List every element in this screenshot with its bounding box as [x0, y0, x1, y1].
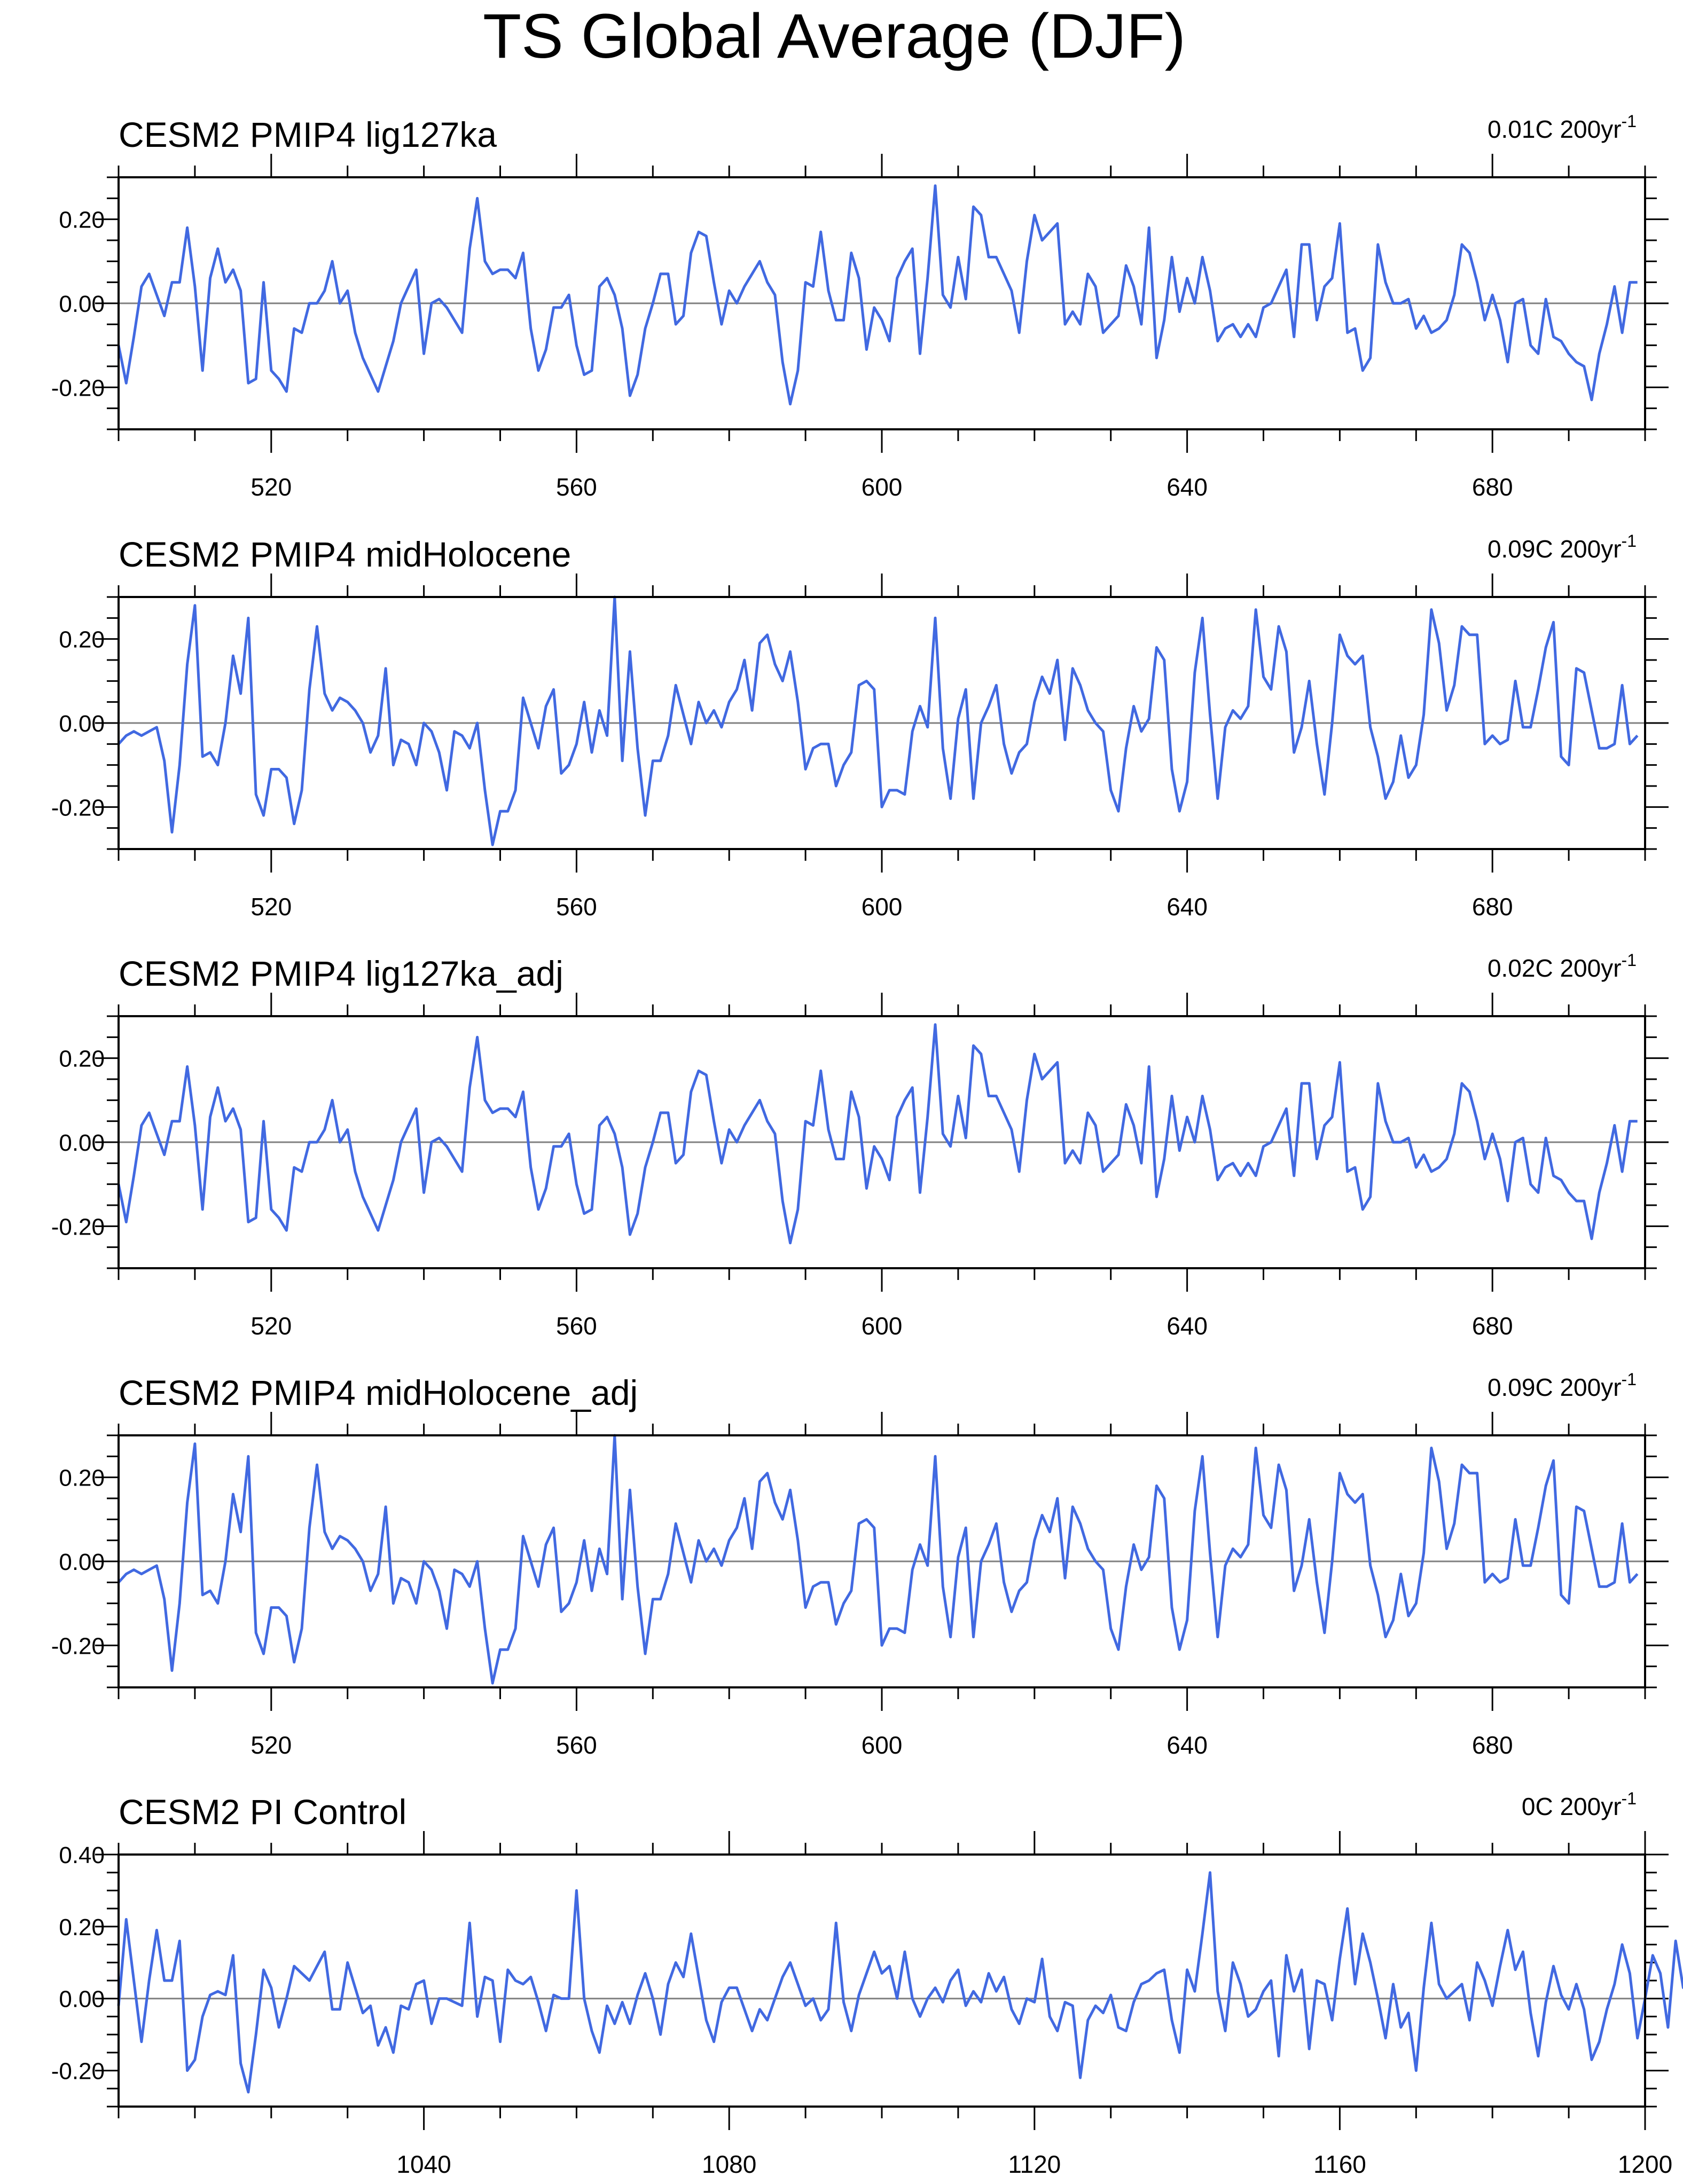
x-tick-label: 1160 — [1313, 2150, 1366, 2178]
y-tick-label: 0.00 — [59, 1986, 105, 2013]
trend-exponent: -1 — [1622, 1370, 1637, 1389]
x-tick-label: 560 — [556, 893, 597, 921]
y-tick-label: 0.00 — [59, 291, 105, 317]
trend-label: 0.09C 200yr-1 — [1488, 1370, 1637, 1401]
x-tick-label: 640 — [1167, 473, 1208, 501]
y-tick-label: 0.20 — [59, 1465, 105, 1491]
panel-title: CESM2 PMIP4 lig127ka_adj — [119, 954, 563, 993]
x-tick-label: 1080 — [702, 2150, 756, 2178]
x-tick-label: 560 — [556, 1731, 597, 1759]
x-tick-label: 680 — [1472, 1312, 1513, 1340]
panel-title: CESM2 PI Control — [119, 1792, 406, 1832]
plot-frame — [118, 1434, 1646, 1688]
x-tick-label: 520 — [251, 473, 292, 501]
trend-label: 0.02C 200yr-1 — [1488, 950, 1637, 982]
x-tick-label: 560 — [556, 473, 597, 501]
trend-value: 0.09C 200yr — [1488, 535, 1622, 563]
panel-5: CESM2 PI Control 0C 200yr-1 1040 1080 1120 11… — [51, 1789, 1683, 2178]
x-tick-label: 600 — [862, 1312, 903, 1340]
x-tick-label: 560 — [556, 1312, 597, 1340]
trend-value: 0.02C 200yr — [1488, 954, 1622, 982]
series-line — [117, 1023, 1638, 1245]
trend-value: 0.09C 200yr — [1488, 1373, 1622, 1401]
panel-1: CESM2 PMIP4 lig127ka 0.01C 200yr-1 520 560 6… — [51, 112, 1669, 501]
series-line — [118, 1434, 1639, 1685]
y-tick-label: 0.00 — [59, 1130, 105, 1156]
x-tick-label: 1040 — [396, 2150, 451, 2178]
trend-exponent: -1 — [1622, 1789, 1637, 1808]
x-tick-label: 640 — [1167, 1312, 1208, 1340]
panel-3: CESM2 PMIP4 lig127ka_adj 0.02C 200yr-1 520… — [51, 950, 1669, 1340]
x-tick-label: 600 — [862, 473, 903, 501]
trend-exponent: -1 — [1622, 112, 1637, 131]
x-tick-label: 1200 — [1618, 2150, 1672, 2178]
x-tick-label: 600 — [862, 893, 903, 921]
panel-title: CESM2 PMIP4 midHolocene_adj — [119, 1373, 638, 1412]
x-tick-label: 1120 — [1008, 2150, 1061, 2178]
trend-exponent: -1 — [1622, 531, 1637, 551]
trend-label: 0.01C 200yr-1 — [1488, 112, 1637, 143]
y-tick-label: 0.40 — [59, 1842, 105, 1868]
panel-4: CESM2 PMIP4 midHolocene_adj 0.09C 200yr-1… — [51, 1370, 1669, 1759]
y-tick-label: 0.00 — [59, 1549, 105, 1575]
series-line — [118, 595, 1639, 846]
y-tick-label: 0.20 — [59, 1914, 105, 1941]
x-tick-label: 640 — [1167, 893, 1208, 921]
y-tick-label: -0.20 — [51, 1633, 105, 1659]
x-tick-label: 680 — [1472, 473, 1513, 501]
panel-2: CESM2 PMIP4 midHolocene 0.09C 200yr-1 520 5… — [51, 531, 1669, 921]
x-tick-label: 520 — [251, 893, 292, 921]
y-tick-label: -0.20 — [51, 795, 105, 821]
y-tick-label: 0.00 — [59, 711, 105, 737]
figure-title: TS Global Average (DJF) — [483, 1, 1186, 72]
x-tick-label: 520 — [251, 1731, 292, 1759]
y-tick-label: -0.20 — [51, 1214, 105, 1240]
trend-exponent: -1 — [1622, 950, 1637, 970]
trend-label: 0C 200yr-1 — [1522, 1789, 1637, 1820]
plot-frame — [118, 596, 1646, 850]
plot-frame — [118, 176, 1646, 430]
series-line — [117, 1871, 1683, 2094]
plot-frame — [118, 1015, 1646, 1269]
x-tick-label: 680 — [1472, 1731, 1513, 1759]
y-tick-label: -0.20 — [51, 2059, 105, 2085]
trend-value: 0C 200yr — [1522, 1793, 1622, 1820]
trend-label: 0.09C 200yr-1 — [1488, 531, 1637, 563]
y-tick-label: -0.20 — [51, 375, 105, 401]
plot-frame — [118, 1853, 1646, 2108]
panel-title: CESM2 PMIP4 midHolocene — [119, 535, 571, 574]
y-tick-label: 0.20 — [59, 627, 105, 653]
x-tick-label: 600 — [862, 1731, 903, 1759]
y-tick-label: 0.20 — [59, 207, 105, 233]
series-line — [117, 184, 1638, 406]
x-tick-label: 520 — [251, 1312, 292, 1340]
x-tick-label: 680 — [1472, 893, 1513, 921]
x-tick-label: 640 — [1167, 1731, 1208, 1759]
y-tick-label: 0.20 — [59, 1046, 105, 1072]
trend-value: 0.01C 200yr — [1488, 115, 1622, 143]
panel-title: CESM2 PMIP4 lig127ka — [119, 115, 497, 154]
